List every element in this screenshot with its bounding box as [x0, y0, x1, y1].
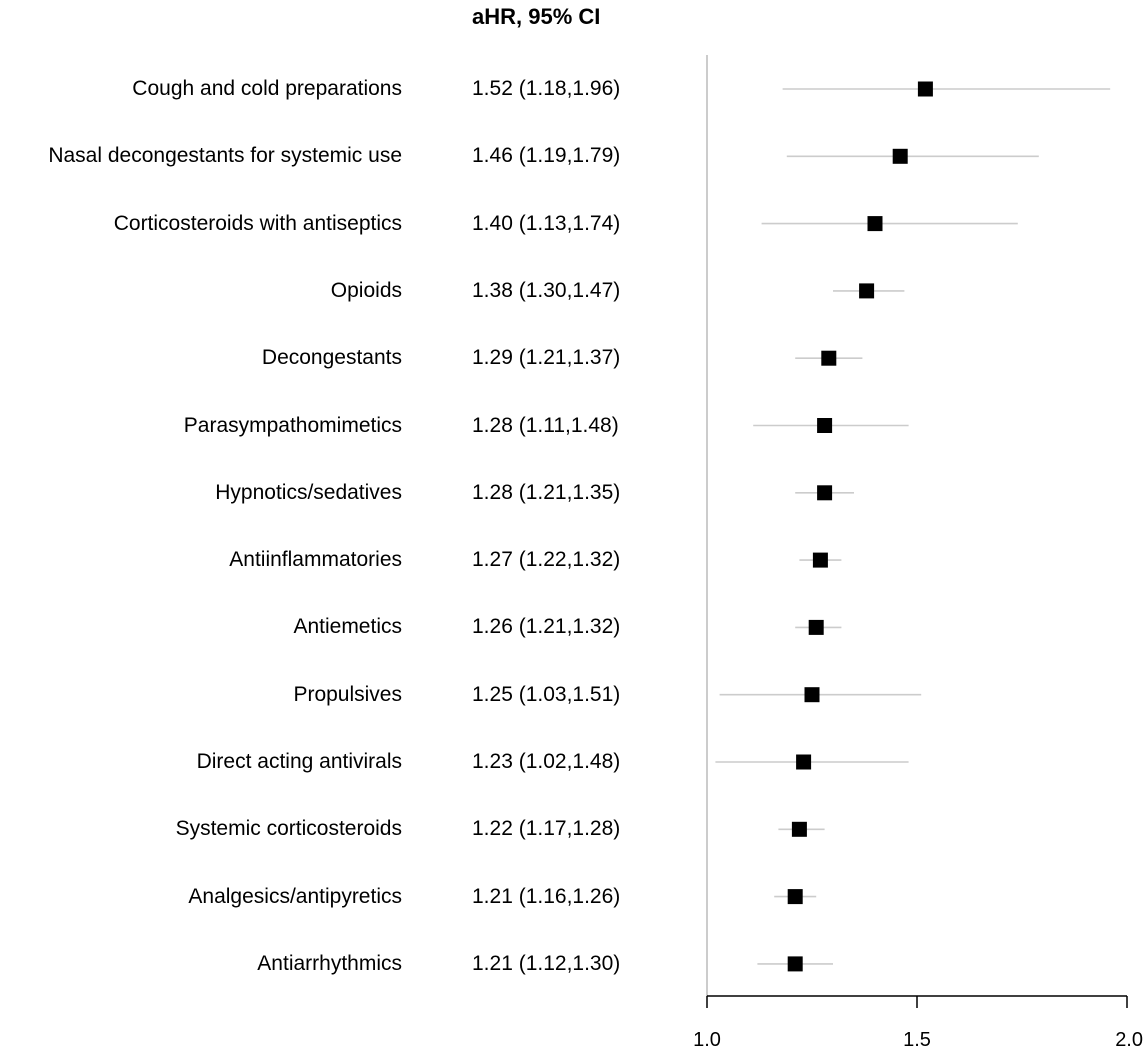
- row-label: Corticosteroids with antiseptics: [113, 211, 402, 235]
- estimate-marker: [859, 283, 875, 299]
- row-estimate-text: 1.21 (1.12,1.30): [472, 951, 621, 975]
- row-estimate-text: 1.29 (1.21,1.37): [472, 346, 621, 370]
- estimate-marker: [821, 350, 837, 366]
- row-label: Decongestants: [261, 346, 402, 370]
- row-estimate-text: 1.38 (1.30,1.47): [472, 278, 621, 302]
- estimate-marker: [817, 418, 833, 433]
- row-estimate-text: 1.28 (1.11,1.48): [472, 413, 619, 437]
- row-label: Antiinflammatories: [229, 548, 402, 572]
- row-label: Antiemetics: [293, 615, 402, 639]
- estimate-marker: [787, 889, 803, 905]
- estimate-marker: [791, 821, 807, 837]
- row-estimate-text: 1.25 (1.03,1.51): [472, 682, 621, 706]
- x-tick-label: 2.0: [1115, 1029, 1143, 1051]
- row-estimate-text: 1.21 (1.16,1.26): [472, 884, 621, 908]
- estimate-marker: [787, 956, 803, 972]
- row-label: Cough and cold preparations: [132, 77, 402, 100]
- row-estimate-text: 1.22 (1.17,1.28): [472, 817, 621, 841]
- row-label: Antiarrhythmics: [257, 951, 402, 975]
- row-estimate-text: 1.27 (1.22,1.32): [472, 548, 621, 572]
- estimate-marker: [804, 687, 820, 703]
- row-estimate-text: 1.23 (1.02,1.48): [472, 750, 621, 773]
- estimate-marker: [808, 619, 824, 635]
- row-label: Hypnotics/sedatives: [215, 480, 402, 504]
- row-label: Opioids: [330, 278, 402, 302]
- estimate-marker: [867, 216, 883, 232]
- row-label: Parasympathomimetics: [183, 413, 402, 437]
- row-estimate-text: 1.26 (1.21,1.32): [472, 615, 621, 639]
- x-tick-label: 1.5: [903, 1029, 931, 1051]
- row-estimate-text: 1.52 (1.18,1.96): [472, 77, 621, 100]
- row-label: Systemic corticosteroids: [175, 817, 402, 841]
- row-estimate-text: 1.40 (1.13,1.74): [472, 211, 621, 235]
- estimate-marker: [917, 81, 933, 97]
- estimate-marker: [892, 148, 908, 164]
- row-estimate-text: 1.46 (1.19,1.79): [472, 144, 621, 168]
- row-label: Propulsives: [293, 682, 402, 706]
- estimate-marker: [817, 485, 833, 501]
- row-label: Nasal decongestants for systemic use: [48, 144, 402, 168]
- estimate-marker: [812, 552, 828, 568]
- row-label: Analgesics/antipyretics: [188, 884, 402, 908]
- row-label: Direct acting antivirals: [196, 750, 402, 773]
- x-tick-label: 1.0: [693, 1029, 721, 1051]
- estimate-marker: [796, 754, 812, 770]
- column-header: aHR, 95% CI: [472, 4, 601, 29]
- row-estimate-text: 1.28 (1.21,1.35): [472, 480, 621, 504]
